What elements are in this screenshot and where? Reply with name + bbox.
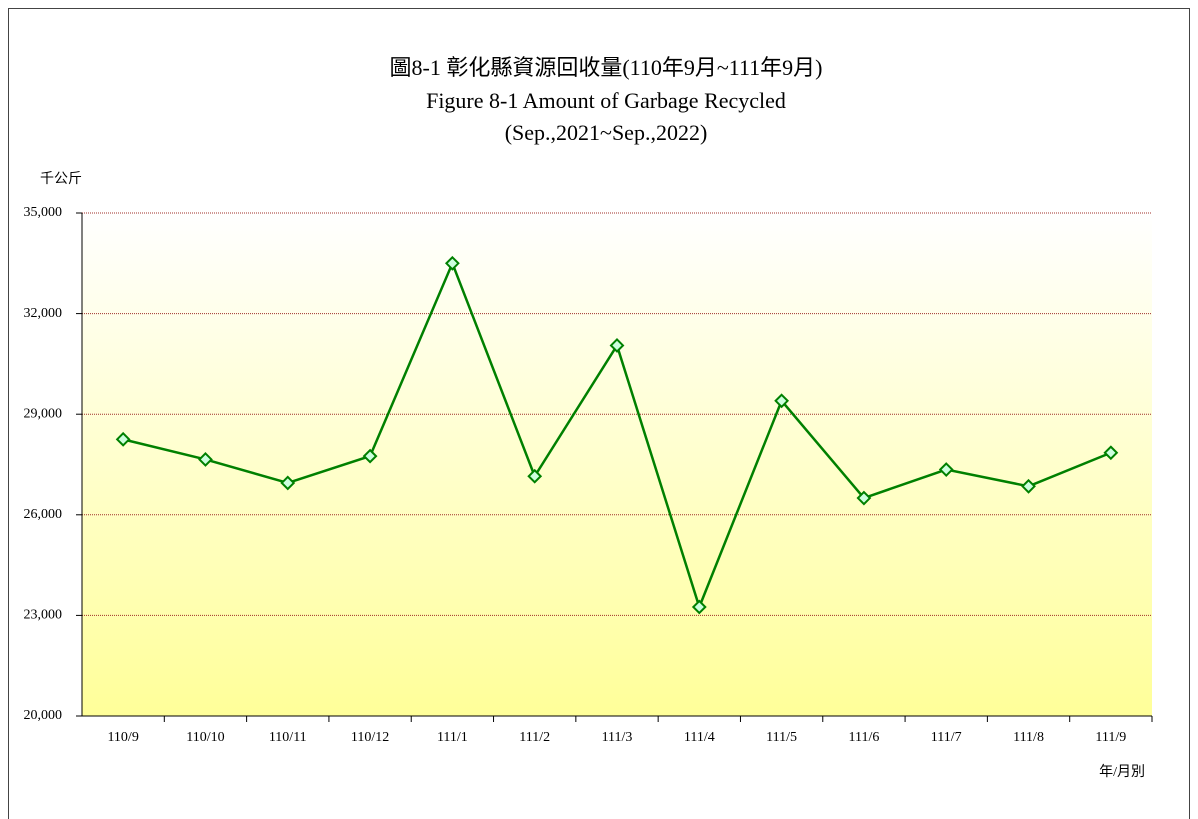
y-tick-label: 20,000 bbox=[24, 708, 63, 723]
x-tick-label: 111/8 bbox=[1013, 730, 1044, 745]
y-tick-label: 32,000 bbox=[24, 306, 63, 321]
marker bbox=[691, 599, 707, 615]
y-tick-label: 26,000 bbox=[24, 507, 63, 522]
x-tick-label: 110/12 bbox=[351, 730, 389, 745]
marker bbox=[856, 490, 872, 506]
y-tick-label: 29,000 bbox=[24, 406, 63, 421]
chart-subtitle: (Sep.,2021~Sep.,2022) bbox=[505, 120, 708, 145]
x-tick-label: 111/6 bbox=[848, 730, 879, 745]
marker bbox=[774, 393, 790, 409]
x-tick-label: 111/2 bbox=[519, 730, 550, 745]
marker bbox=[1021, 478, 1036, 494]
marker bbox=[198, 452, 213, 467]
marker bbox=[444, 255, 460, 271]
frame bbox=[8, 8, 1190, 819]
x-tick-label: 111/1 bbox=[437, 730, 468, 745]
plot-area bbox=[82, 213, 1152, 716]
x-tick-label: 110/10 bbox=[186, 730, 224, 745]
marker bbox=[1103, 445, 1119, 461]
x-tick-label: 111/7 bbox=[931, 730, 962, 745]
marker bbox=[280, 475, 296, 491]
marker bbox=[938, 462, 954, 477]
marker bbox=[115, 431, 131, 447]
x-tick-label: 111/4 bbox=[684, 730, 715, 745]
x-axis-label: 年/月別 bbox=[1099, 764, 1145, 780]
chart-title: 圖8-1 彰化縣資源回收量(110年9月~111年9月) bbox=[390, 55, 823, 80]
marker bbox=[609, 338, 625, 353]
x-tick-label: 110/9 bbox=[107, 730, 138, 745]
x-tick-label: 111/3 bbox=[602, 730, 633, 745]
x-tick-label: 111/5 bbox=[766, 730, 797, 745]
y-axis-label: 千公斤 bbox=[40, 171, 82, 187]
marker bbox=[527, 468, 543, 484]
y-tick-label: 35,000 bbox=[24, 205, 63, 220]
x-tick-label: 110/11 bbox=[269, 730, 307, 745]
chart-subtitle: Figure 8-1 Amount of Garbage Recycled bbox=[426, 88, 786, 113]
y-tick-label: 23,000 bbox=[24, 608, 63, 623]
marker bbox=[362, 448, 378, 464]
x-tick-label: 111/9 bbox=[1095, 730, 1126, 745]
